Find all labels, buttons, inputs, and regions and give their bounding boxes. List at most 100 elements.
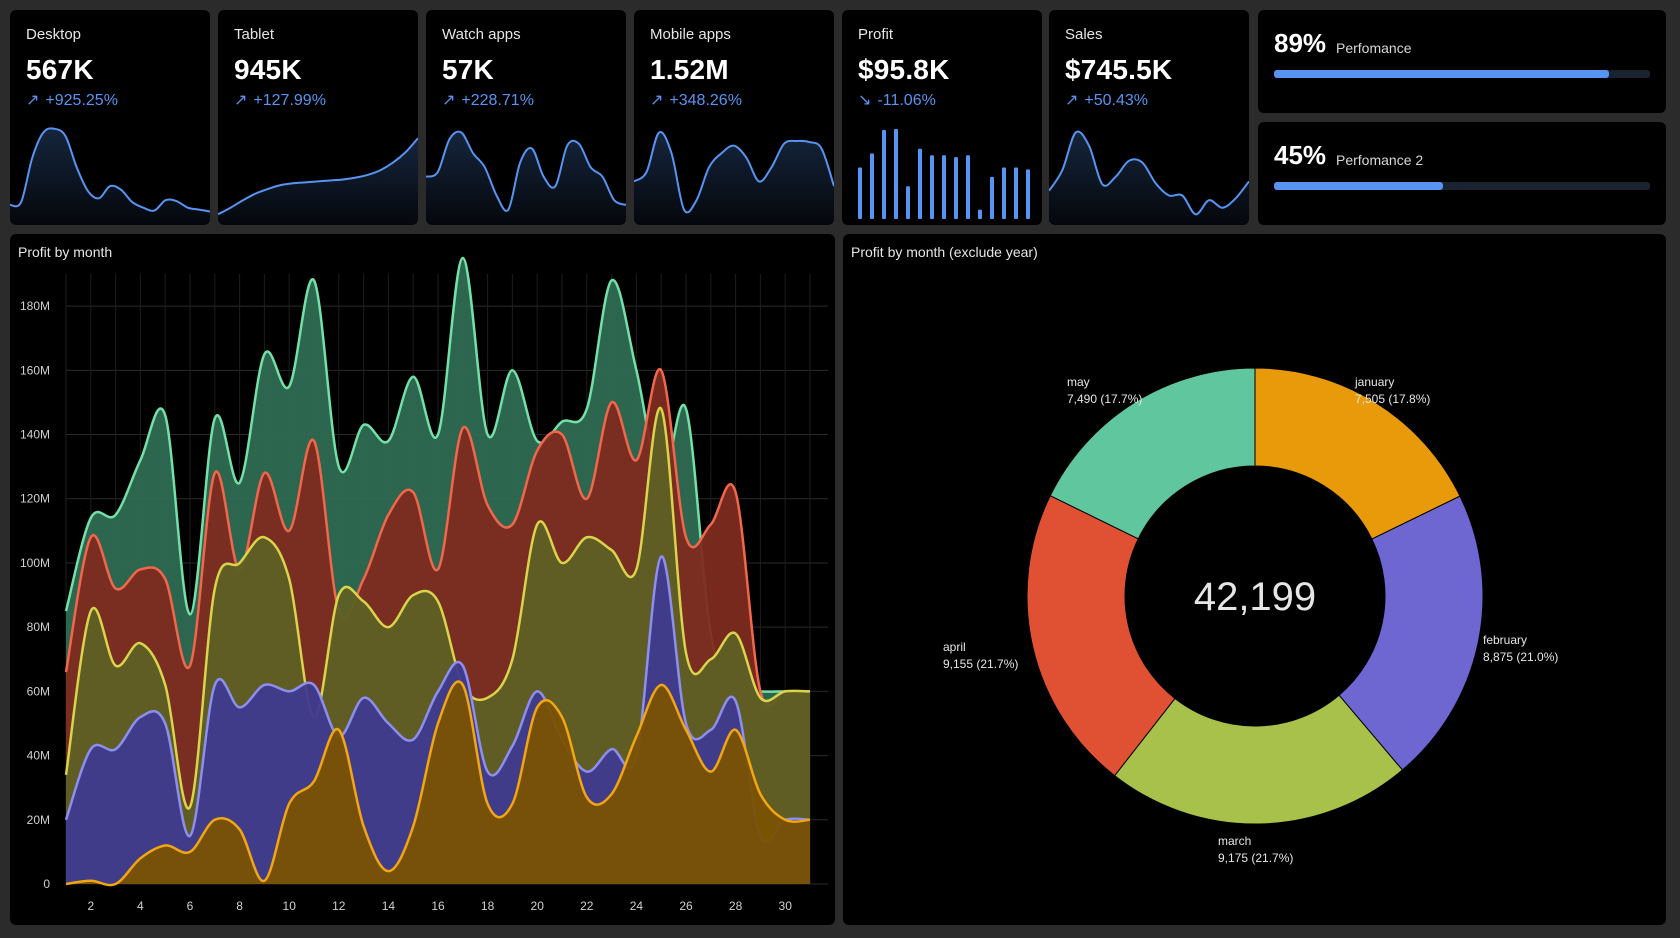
- stat-change-value: +228.71%: [461, 92, 534, 109]
- spark-bar: [1002, 167, 1006, 219]
- line-series-series-d: [64, 555, 811, 844]
- panel-title: Profit by month (exclude year): [851, 244, 1038, 260]
- stat-title: Desktop: [26, 26, 82, 43]
- y-tick-label: 100M: [20, 556, 50, 570]
- stat-card-desktop: Desktop 567K ↗ +925.25%: [10, 10, 210, 225]
- stat-title: Mobile apps: [650, 26, 731, 43]
- spark-line: [1049, 130, 1249, 216]
- gauge-card-performance: 89% Perfomance: [1258, 10, 1666, 113]
- x-tick-label: 4: [137, 899, 144, 913]
- sparkline: [10, 127, 210, 225]
- spark-line: [10, 127, 210, 213]
- spark-area: [1049, 131, 1249, 225]
- x-tick-label: 14: [382, 899, 396, 913]
- trend-up-icon: ↗: [650, 92, 664, 109]
- stat-value: 945K: [234, 54, 302, 85]
- pie-slice-january[interactable]: [1254, 367, 1461, 540]
- y-tick-label: 0: [43, 877, 50, 891]
- pie-label-value: 9,155 (21.7%): [943, 657, 1018, 671]
- spark-bar: [966, 155, 970, 219]
- gauge-track: [1274, 182, 1650, 190]
- spark-bar: [918, 148, 922, 219]
- stat-change: ↘ -11.06%: [858, 90, 936, 110]
- trend-up-icon: ↗: [442, 92, 456, 109]
- x-tick-label: 12: [332, 899, 346, 913]
- spark-bar: [930, 155, 934, 219]
- spark-bar: [906, 186, 910, 219]
- pie-slice-april[interactable]: [1026, 495, 1176, 777]
- stat-change-value: +925.25%: [45, 92, 118, 109]
- gauge-fill: [1274, 70, 1609, 78]
- y-tick-label: 80M: [27, 620, 50, 634]
- pie-slice-may[interactable]: [1049, 367, 1256, 540]
- stat-card-profit: Profit $95.8K ↘ -11.06%: [842, 10, 1042, 225]
- x-tick-label: 2: [87, 899, 94, 913]
- trend-up-icon: ↗: [26, 92, 40, 109]
- spark-bar: [882, 129, 886, 219]
- sparkline: [426, 130, 626, 225]
- stat-change: ↗ +925.25%: [26, 90, 118, 110]
- stat-card-tablet: Tablet 945K ↗ +127.99%: [218, 10, 418, 225]
- x-tick-label: 26: [679, 899, 693, 913]
- sparkline: [858, 129, 1030, 219]
- x-tick-label: 28: [729, 899, 743, 913]
- stat-value: 1.52M: [650, 54, 729, 85]
- panel-title: Profit by month: [18, 244, 113, 260]
- gauge-percent: 89%: [1274, 28, 1327, 58]
- stat-change-value: +50.43%: [1084, 92, 1149, 109]
- pie-label-name: february: [1483, 633, 1527, 647]
- x-tick-label: 10: [283, 899, 297, 913]
- pie-label-name: april: [943, 640, 966, 654]
- spark-bar: [870, 153, 874, 219]
- spark-bar: [1026, 169, 1030, 219]
- profit-by-month-panel: Profit by month 0 20M 40M 60M 80M 100M 120M 140…: [10, 234, 835, 925]
- line-series-series-e: [65, 680, 811, 887]
- line-series-series-a: [64, 256, 810, 695]
- donut-chart: january 7,505 (17.8%) february 8,875 (21.0%…: [943, 367, 1558, 865]
- pie-slice-march[interactable]: [1113, 694, 1404, 825]
- stat-change-value: +127.99%: [253, 92, 326, 109]
- pie-label-name: march: [1218, 834, 1251, 848]
- x-tick-label: 8: [236, 899, 243, 913]
- stat-value: $745.5K: [1065, 54, 1173, 85]
- pie-label-name: january: [1354, 375, 1394, 389]
- trend-down-icon: ↘: [858, 92, 872, 109]
- line-series-series-c: [64, 407, 811, 810]
- stat-title: Sales: [1065, 26, 1103, 43]
- x-tick-label: 24: [630, 899, 644, 913]
- x-tick-label: 18: [481, 899, 495, 913]
- pie-label-name: may: [1067, 375, 1090, 389]
- gauge-percent: 45%: [1274, 140, 1327, 170]
- sparkline: [218, 137, 418, 225]
- gauge-track: [1274, 70, 1650, 78]
- gauge-label: Perfomance: [1336, 40, 1412, 56]
- spark-bar: [990, 176, 994, 219]
- stat-change: ↗ +50.43%: [1065, 90, 1148, 110]
- stat-card-mobile-apps: Mobile apps 1.52M ↗ +348.26%: [634, 10, 834, 225]
- stat-change-value: +348.26%: [669, 92, 742, 109]
- spark-bar: [942, 155, 946, 219]
- spark-area: [10, 128, 210, 225]
- y-tick-label: 160M: [20, 363, 50, 377]
- sparkline: [1049, 130, 1249, 225]
- pie-label-value: 7,490 (17.7%): [1067, 392, 1142, 406]
- trend-up-icon: ↗: [1065, 92, 1079, 109]
- x-tick-label: 6: [187, 899, 194, 913]
- stat-value: 57K: [442, 54, 494, 85]
- pie-slice-february[interactable]: [1338, 495, 1484, 771]
- gauge-card-performance-2: 45% Perfomance 2: [1258, 122, 1666, 225]
- y-tick-label: 40M: [27, 749, 50, 763]
- spark-bar: [978, 209, 982, 219]
- stat-value: 567K: [26, 54, 94, 85]
- spark-line: [218, 137, 418, 216]
- pie-label-value: 7,505 (17.8%): [1355, 392, 1430, 406]
- stat-change: ↗ +228.71%: [442, 90, 534, 110]
- spark-bar: [1014, 167, 1018, 219]
- stat-title: Tablet: [234, 26, 275, 43]
- y-tick-label: 60M: [27, 684, 50, 698]
- x-tick-label: 20: [531, 899, 545, 913]
- gauge-fill: [1274, 182, 1444, 190]
- spark-bar: [894, 129, 898, 219]
- spark-area: [426, 131, 626, 225]
- donut-center-total: 42,199: [1194, 575, 1316, 619]
